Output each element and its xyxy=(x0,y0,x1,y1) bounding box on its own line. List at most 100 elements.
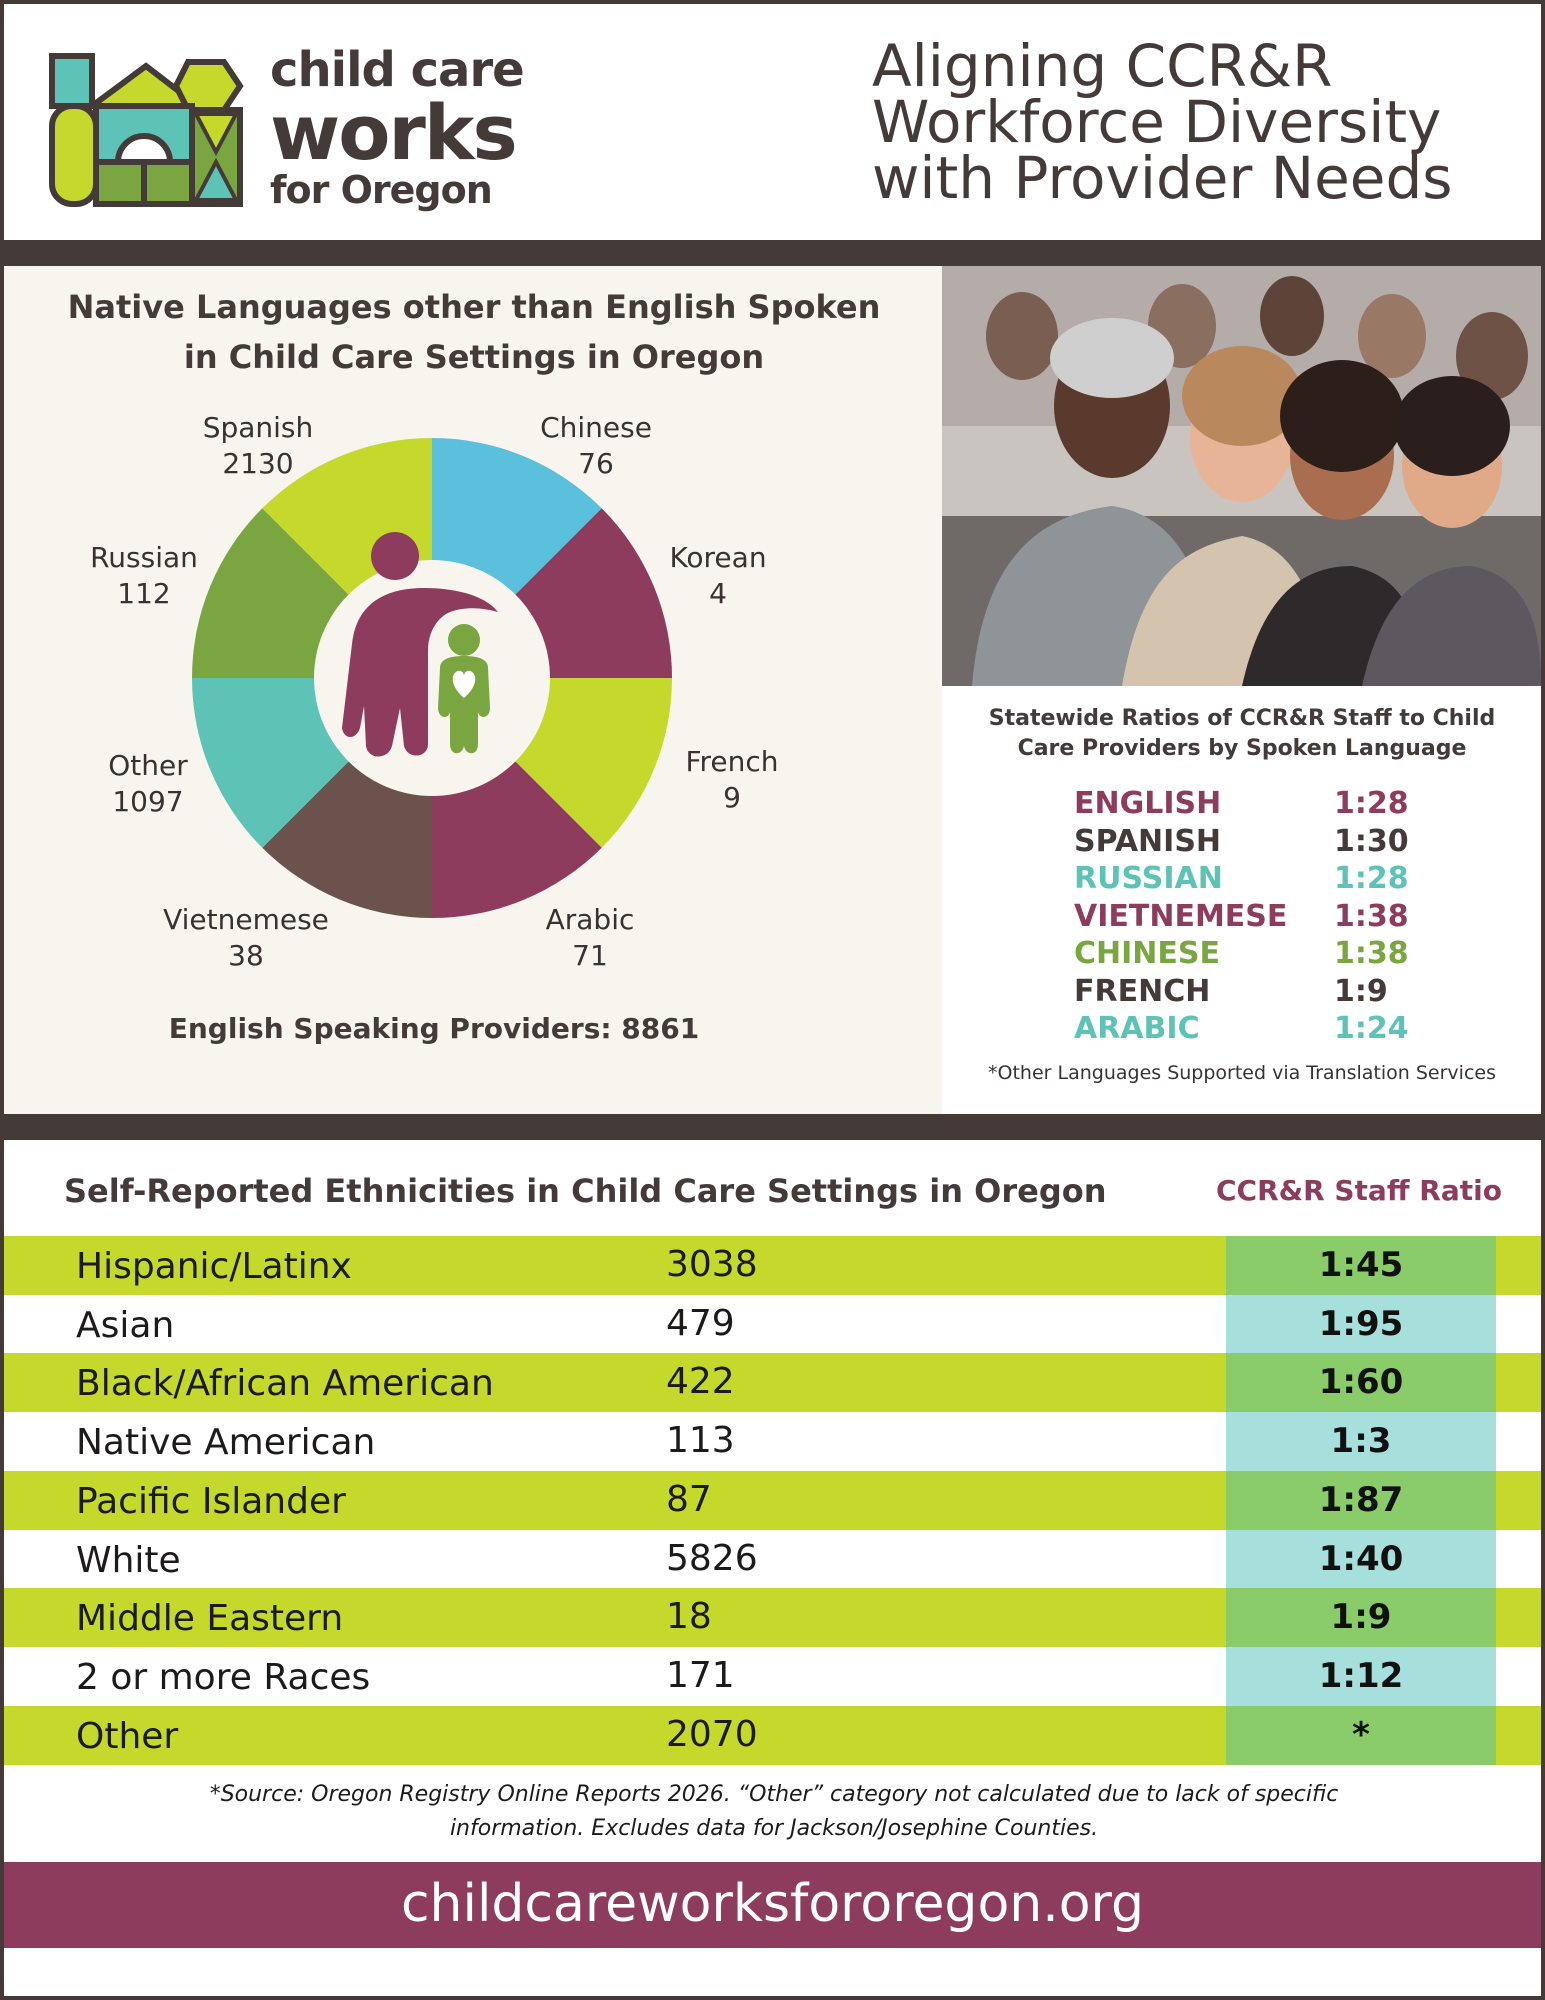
ratio-language: ARABIC xyxy=(1074,1011,1200,1046)
logo-text-line2: works xyxy=(270,88,518,177)
pie-label-french: French 9 xyxy=(632,744,832,816)
ethnicity-count: 479 xyxy=(666,1302,735,1344)
ratio-title-line-2: Care Providers by Spoken Language xyxy=(1017,736,1467,761)
staff-ratio-header: CCR&R Staff Ratio xyxy=(1216,1174,1502,1207)
ethnicity-staff-ratio: * xyxy=(1226,1705,1496,1765)
ethnicity-staff-ratio: 1:40 xyxy=(1226,1529,1496,1589)
ethnicity-staff-ratio: 1:45 xyxy=(1226,1236,1496,1295)
ethnicity-staff-ratio: 1:95 xyxy=(1226,1294,1496,1354)
ethnicity-staff-ratio: 1:87 xyxy=(1226,1470,1496,1530)
ratio-note: *Other Languages Supported via Translati… xyxy=(988,1062,1496,1084)
divider-band xyxy=(4,240,1541,266)
pie-label-value: 71 xyxy=(572,939,608,972)
chart-title-line-2: in Child Care Settings in Oregon xyxy=(183,338,765,376)
pie-label-name: Vietnemese xyxy=(163,903,329,936)
ratio-row: CHINESE 1:38 xyxy=(1074,936,1474,974)
ethnicity-count: 113 xyxy=(666,1420,735,1462)
logo-text-line1: child care xyxy=(270,42,525,98)
logo-icon xyxy=(48,52,244,208)
pie-label-value: 76 xyxy=(578,447,614,480)
pie-label-name: Chinese xyxy=(540,411,652,444)
pie-label-value: 2130 xyxy=(222,447,294,480)
ratio-language: FRENCH xyxy=(1074,973,1211,1009)
header: child care works for Oregon Aligning CCR… xyxy=(4,4,1541,240)
ratio-row: FRENCH 1:9 xyxy=(1074,974,1474,1012)
ratio-language: SPANISH xyxy=(1074,823,1222,859)
footer: childcareworksfororegon.org xyxy=(4,1862,1541,1948)
ratio-language: CHINESE xyxy=(1074,936,1220,971)
ethnicity-staff-ratio: 1:60 xyxy=(1226,1353,1496,1413)
ratio-value: 1:24 xyxy=(1334,1011,1409,1046)
title-line-1: Aligning CCR&R xyxy=(872,32,1333,100)
logo-text-line3: for Oregon xyxy=(270,168,493,212)
pie-label-name: Spanish xyxy=(202,411,314,444)
table-row: Hispanic/Latinx 3038 1:45 xyxy=(4,1236,1541,1295)
ratio-language: RUSSIAN xyxy=(1074,861,1223,896)
ethnicity-count: 422 xyxy=(666,1361,735,1403)
pie-label-name: Russian xyxy=(90,541,198,574)
adult-child-icon xyxy=(342,532,498,757)
ratio-value: 1:30 xyxy=(1334,823,1409,859)
chart-title: Native Languages other than English Spok… xyxy=(24,282,924,382)
table-row: Middle Eastern 18 1:9 xyxy=(4,1588,1541,1648)
pie-label-name: Korean xyxy=(669,541,767,574)
ethnicity-name: Other xyxy=(76,1715,179,1757)
source-line-2: information. Excludes data for Jackson/J… xyxy=(449,1816,1099,1841)
ethnicity-count: 18 xyxy=(666,1596,712,1638)
source-note: *Source: Oregon Registry Online Reports … xyxy=(124,1778,1424,1846)
language-ratio-panel: Statewide Ratios of CCR&R Staff to Child… xyxy=(942,686,1541,1114)
table-row: White 5826 1:40 xyxy=(4,1529,1541,1589)
group-photo xyxy=(942,266,1541,686)
ethnicity-staff-ratio: 1:12 xyxy=(1226,1646,1496,1706)
pie-label-vietnemese: Vietnemese 38 xyxy=(146,902,346,974)
ratio-row: ARABIC 1:24 xyxy=(1074,1011,1474,1049)
ethnicity-name: Middle Eastern xyxy=(76,1598,344,1640)
english-providers-note: English Speaking Providers: 8861 xyxy=(168,1012,700,1045)
ethnicity-count: 5826 xyxy=(666,1537,758,1579)
website-link[interactable]: childcareworksfororegon.org xyxy=(400,1874,1145,1934)
ethnicity-name: Native American xyxy=(76,1422,376,1464)
page-title: Aligning CCR&R Workforce Diversity with … xyxy=(872,32,1512,212)
table-row: Black/African American 422 1:60 xyxy=(4,1353,1541,1413)
pie-label-value: 112 xyxy=(117,577,171,610)
title-line-3: with Provider Needs xyxy=(872,144,1453,212)
ratio-row: SPANISH 1:30 xyxy=(1074,824,1474,862)
ratio-value: 1:9 xyxy=(1334,973,1388,1009)
pie-label-name: French xyxy=(685,745,779,778)
pie-label-value: 9 xyxy=(723,781,741,814)
pie-label-name: Arabic xyxy=(545,903,635,936)
pie-label-arabic: Arabic 71 xyxy=(490,902,690,974)
source-line-1: *Source: Oregon Registry Online Reports … xyxy=(209,1782,1339,1807)
ratio-language: VIETNEMESE xyxy=(1074,898,1288,934)
ratio-value: 1:28 xyxy=(1334,861,1409,896)
ratio-value: 1:38 xyxy=(1334,898,1409,934)
ethnicity-staff-ratio: 1:3 xyxy=(1226,1412,1496,1472)
language-chart-panel: Native Languages other than English Spok… xyxy=(4,266,942,1114)
divider-band xyxy=(4,1114,1541,1140)
table-row: Native American 113 1:3 xyxy=(4,1412,1541,1472)
ratio-row: ENGLISH 1:28 xyxy=(1074,786,1474,824)
pie-label-value: 38 xyxy=(228,939,264,972)
ratio-row: RUSSIAN 1:28 xyxy=(1074,861,1474,899)
language-pie-chart xyxy=(192,438,672,918)
ethnicity-count: 171 xyxy=(666,1654,735,1696)
ratio-title: Statewide Ratios of CCR&R Staff to Child… xyxy=(962,704,1522,764)
ethnicity-name: Hispanic/Latinx xyxy=(76,1246,352,1287)
title-line-2: Workforce Diversity xyxy=(872,88,1442,156)
pie-label-value: 1097 xyxy=(112,785,184,818)
ratio-title-line-1: Statewide Ratios of CCR&R Staff to Child xyxy=(988,706,1496,731)
table-row: Other 2070 * xyxy=(4,1705,1541,1765)
ethnicity-count: 3038 xyxy=(666,1244,758,1285)
ethnicity-name: 2 or more Races xyxy=(76,1656,371,1698)
table-row: Asian 479 1:95 xyxy=(4,1294,1541,1354)
ethnicity-name: Black/African American xyxy=(76,1363,494,1405)
table-row: Pacific Islander 87 1:87 xyxy=(4,1470,1541,1530)
ethnicity-staff-ratio: 1:9 xyxy=(1226,1588,1496,1648)
pie-label-chinese: Chinese 76 xyxy=(496,410,696,482)
ethnicity-count: 87 xyxy=(666,1478,712,1520)
pie-label-value: 4 xyxy=(709,577,727,610)
ethnicity-count: 2070 xyxy=(666,1713,758,1755)
ethnicity-name: Pacific Islander xyxy=(76,1480,346,1522)
ethnicity-name: White xyxy=(76,1539,181,1581)
